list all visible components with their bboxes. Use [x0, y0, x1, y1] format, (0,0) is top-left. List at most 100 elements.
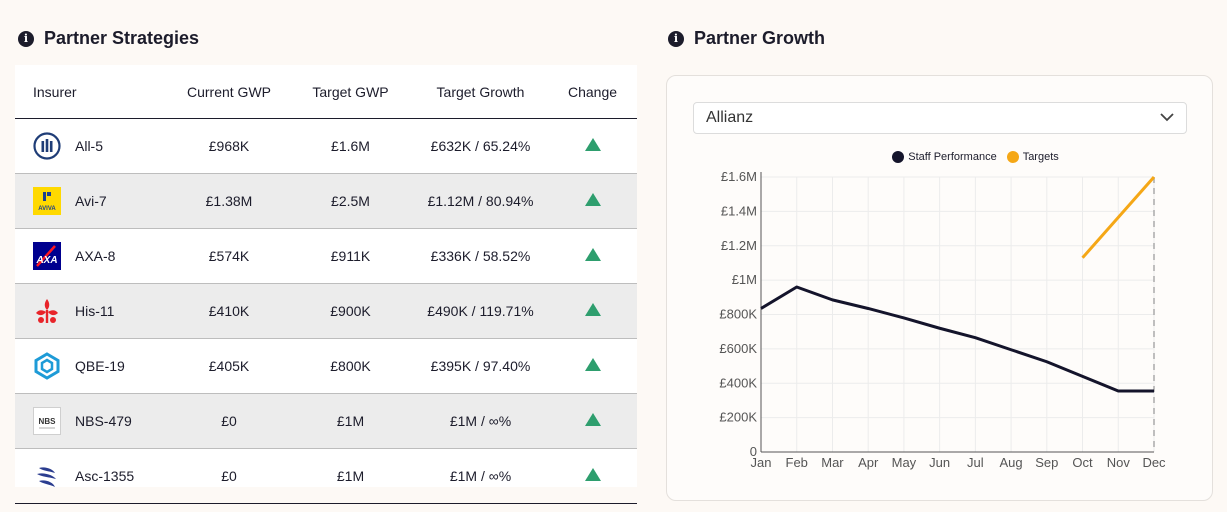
x-tick-label: Dec — [1142, 455, 1166, 470]
current-gwp: £574K — [170, 228, 288, 284]
x-tick-label: Jul — [967, 455, 984, 470]
insurer-name: NBS-479 — [75, 413, 132, 429]
partner-strategies-heading: i Partner Strategies — [18, 28, 199, 49]
up-arrow-icon — [584, 358, 601, 371]
insurer-name: All-5 — [75, 138, 104, 154]
legend-label: Targets — [1022, 151, 1059, 163]
target-gwp: £800K — [288, 338, 413, 394]
ascot-logo — [33, 462, 61, 490]
target-gwp: £1.6M — [288, 118, 413, 174]
section-title: Partner Growth — [694, 28, 826, 48]
current-gwp: £968K — [170, 118, 288, 174]
y-tick-label: £800K — [719, 307, 757, 322]
insurer-name: QBE-19 — [75, 358, 125, 374]
target-growth: £336K / 58.52% — [413, 228, 548, 284]
legend-staff[interactable]: Staff Performance — [892, 151, 997, 163]
line-chart: 0 £200K £400K £600K £800K £1M £1.2M £1.4M £1.6M J… — [719, 169, 1166, 470]
partner-growth-heading: i Partner Growth — [668, 28, 825, 49]
table-row[interactable]: AXA AXA-8 £574K £911K £336K / 58.52% — [15, 228, 637, 284]
y-tick-label: £200K — [719, 410, 757, 425]
y-tick-label: £1.6M — [721, 169, 757, 184]
current-gwp: £405K — [170, 338, 288, 394]
up-arrow-icon — [584, 413, 601, 426]
header-change[interactable]: Change — [548, 65, 637, 119]
insurer-name: His-11 — [75, 303, 115, 319]
up-arrow-icon — [584, 468, 601, 481]
table-row[interactable]: NBS NBS-479 £0 £1M £1M / ∞% — [15, 393, 637, 449]
target-gwp: £2.5M — [288, 173, 413, 229]
x-tick-label: Mar — [821, 455, 844, 470]
target-gwp: £1M — [288, 448, 413, 504]
nbs-logo: NBS — [33, 407, 61, 435]
x-tick-label: Jan — [751, 455, 772, 470]
partner-growth-card: Allianz Staff Performance Targets 0 £200K… — [666, 75, 1213, 501]
y-tick-label: £600K — [719, 341, 757, 356]
current-gwp: £0 — [170, 393, 288, 449]
aviva-logo: AVIVA — [33, 187, 61, 215]
legend-staff-swatch — [892, 151, 905, 163]
y-tick-label: £1.2M — [721, 238, 757, 253]
x-tick-label: Sep — [1035, 455, 1058, 470]
table-row[interactable]: AVIVA Avi-7 £1.38M £2.5M £1.12M / 80.94% — [15, 173, 637, 229]
up-arrow-icon — [584, 303, 601, 316]
y-tick-label: £1.4M — [721, 203, 757, 218]
target-growth: £490K / 119.71% — [413, 283, 548, 339]
current-gwp: £1.38M — [170, 173, 288, 229]
insurer-name: Avi-7 — [75, 193, 107, 209]
y-tick-label: £400K — [719, 375, 757, 390]
allianz-logo — [33, 132, 61, 160]
x-tick-label: Feb — [786, 455, 808, 470]
chevron-down-icon — [1160, 109, 1174, 127]
target-growth: £1.12M / 80.94% — [413, 173, 548, 229]
table-header-row: Insurer Current GWP Target GWP Target Gr… — [15, 65, 637, 119]
header-target-growth[interactable]: Target Growth — [413, 65, 548, 119]
current-gwp: £410K — [170, 283, 288, 339]
y-tick-label: £1M — [732, 272, 757, 287]
legend-targets-swatch — [1006, 151, 1019, 163]
target-gwp: £911K — [288, 228, 413, 284]
target-growth: £395K / 97.40% — [413, 338, 548, 394]
insurer-select[interactable]: Allianz — [693, 102, 1187, 134]
series-line-staff-performance — [760, 285, 1154, 393]
x-tick-label: Jun — [929, 455, 950, 470]
table-row[interactable]: QBE-19 £405K £800K £395K / 97.40% — [15, 338, 637, 394]
legend-targets[interactable]: Targets — [1006, 151, 1059, 163]
header-target-gwp[interactable]: Target GWP — [288, 65, 413, 119]
header-insurer[interactable]: Insurer — [15, 65, 170, 119]
current-gwp: £0 — [170, 448, 288, 504]
chart-legend: Staff Performance Targets — [667, 151, 1214, 163]
x-tick-label: Nov — [1107, 455, 1131, 470]
target-growth: £1M / ∞% — [413, 448, 548, 504]
target-growth: £632K / 65.24% — [413, 118, 548, 174]
up-arrow-icon — [584, 193, 601, 206]
target-gwp: £1M — [288, 393, 413, 449]
y-tick-label: 0 — [750, 444, 757, 459]
hiscox-logo — [33, 297, 61, 325]
table-row[interactable]: His-11 £410K £900K £490K / 119.71% — [15, 283, 637, 339]
insurer-select-value: Allianz — [706, 109, 754, 126]
insurer-name: Asc-1355 — [75, 468, 135, 484]
up-arrow-icon — [584, 138, 601, 151]
series-line-targets — [1081, 176, 1156, 259]
axa-logo-text: AXA — [35, 255, 57, 266]
x-tick-label: Apr — [858, 455, 879, 470]
partner-strategies-table: Insurer Current GWP Target GWP Target Gr… — [15, 65, 637, 504]
legend-label: Staff Performance — [908, 151, 997, 163]
info-icon[interactable]: i — [18, 30, 34, 47]
section-title: Partner Strategies — [44, 28, 200, 48]
info-icon[interactable]: i — [668, 30, 684, 47]
x-tick-label: Oct — [1072, 455, 1093, 470]
insurer-name: AXA-8 — [75, 248, 116, 264]
target-growth: £1M / ∞% — [413, 393, 548, 449]
up-arrow-icon — [584, 248, 601, 261]
table-row[interactable]: Asc-1355 £0 £1M £1M / ∞% — [15, 448, 637, 504]
aviva-logo-text: AVIVA — [38, 206, 56, 212]
qbe-logo — [33, 352, 61, 380]
header-current-gwp[interactable]: Current GWP — [170, 65, 288, 119]
x-tick-label: May — [892, 455, 917, 470]
x-tick-label: Aug — [1000, 455, 1023, 470]
target-gwp: £900K — [288, 283, 413, 339]
nbs-logo-text: NBS — [39, 417, 57, 426]
axa-logo: AXA — [33, 242, 61, 270]
table-row[interactable]: All-5 £968K £1.6M £632K / 65.24% — [15, 118, 637, 174]
